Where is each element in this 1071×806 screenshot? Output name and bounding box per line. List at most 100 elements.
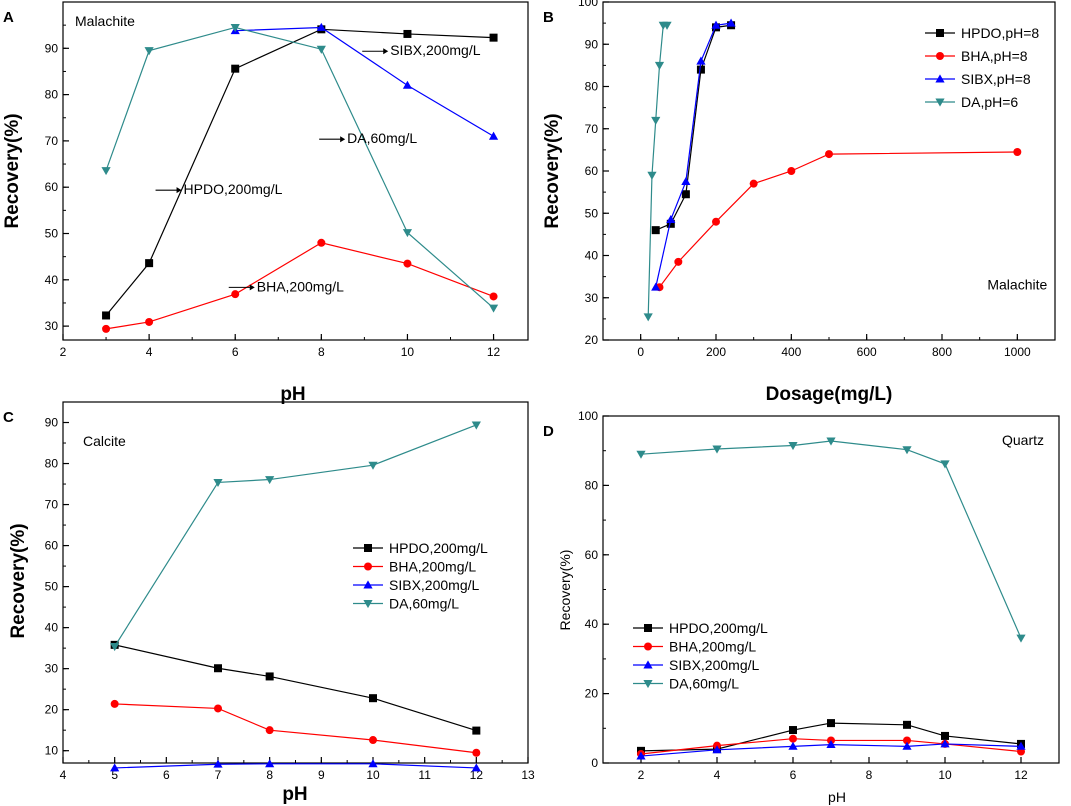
series-line — [105, 28, 494, 316]
data-point — [696, 56, 706, 65]
data-point — [647, 171, 657, 180]
series-line — [640, 440, 1022, 639]
series-line — [114, 644, 477, 732]
data-point — [489, 33, 498, 42]
x-tick-label: 12 — [1014, 768, 1028, 782]
data-point — [368, 461, 378, 470]
series-sibx — [110, 759, 481, 772]
series-line — [235, 26, 494, 137]
data-point — [636, 751, 646, 760]
data-point — [826, 437, 836, 446]
x-tick-label: 800 — [932, 345, 952, 359]
data-point — [368, 759, 378, 768]
y-tick-label: 10 — [45, 744, 59, 758]
data-point — [472, 726, 481, 735]
y-tick-label: 80 — [585, 80, 599, 94]
data-point — [712, 217, 720, 226]
chart-panel-c: C 4 5 6 7 8 9 10 11 12 13 10 20 30 40 50 60 70 80 90 pH Recov… — [3, 401, 535, 805]
series-da — [110, 421, 481, 652]
data-point — [788, 741, 798, 750]
y-axis-title: Recovery(%) — [542, 113, 563, 228]
mineral-label: Calcite — [83, 433, 126, 449]
data-point — [712, 445, 722, 454]
series-line — [655, 24, 732, 231]
data-point — [369, 694, 377, 703]
x-axis-title: pH — [280, 384, 305, 405]
x-tick-label: 11 — [418, 768, 431, 782]
data-point — [369, 736, 377, 745]
legend: HPDO,200mg/L BHA,200mg/L SIBX,200mg/L DA,60… — [353, 540, 488, 612]
series-line — [647, 24, 668, 317]
legend-marker — [936, 52, 944, 60]
x-axis-title: Dosage(mg/L) — [766, 384, 893, 405]
data-point — [110, 643, 120, 652]
series-line — [105, 26, 494, 309]
y-tick-label: 40 — [45, 621, 59, 635]
x-tick-label: 2 — [638, 768, 645, 782]
data-point — [402, 229, 413, 238]
annotation-label: HPDO,200mg/L — [184, 181, 283, 197]
annotation-label: BHA,200mg/L — [257, 278, 344, 294]
data-point — [488, 131, 499, 140]
data-point — [110, 763, 120, 772]
y-tick-label: 20 — [45, 703, 59, 717]
y-tick-label: 40 — [585, 617, 599, 631]
series-hpdo — [651, 21, 736, 235]
data-point — [662, 21, 672, 30]
x-tick-label: 13 — [521, 768, 535, 782]
data-point — [317, 238, 326, 247]
x-tick-label: 12 — [470, 768, 484, 782]
data-point — [726, 18, 736, 27]
data-point — [265, 759, 275, 768]
data-point — [902, 446, 912, 455]
data-point — [213, 759, 223, 768]
data-point — [941, 731, 949, 740]
data-point — [471, 763, 481, 772]
legend-entry: BHA,200mg/L — [669, 639, 756, 655]
y-axis-title: Recovery(%) — [557, 550, 573, 631]
data-point — [788, 442, 798, 451]
data-point — [402, 80, 413, 89]
legend-entry: HPDO,pH=8 — [961, 25, 1039, 41]
data-point — [214, 704, 222, 713]
y-tick-label: 60 — [45, 180, 59, 194]
data-point — [651, 116, 661, 125]
annotation-arrowhead — [340, 136, 346, 143]
x-tick-label: 8 — [866, 768, 873, 782]
legend-entry: BHA,200mg/L — [389, 559, 476, 575]
series-bha — [110, 699, 481, 757]
x-tick-label: 200 — [706, 345, 726, 359]
panel-letter: C — [3, 409, 14, 426]
y-tick-label: 40 — [45, 273, 59, 287]
y-tick-label: 100 — [578, 409, 598, 423]
y-tick-label: 60 — [45, 539, 59, 553]
x-tick-label: 600 — [857, 345, 877, 359]
data-point — [903, 720, 911, 729]
y-axis-title: Recovery(%) — [2, 113, 23, 228]
legend-marker — [363, 580, 373, 589]
series-line — [114, 424, 477, 647]
series-line — [114, 703, 477, 754]
data-point — [749, 179, 758, 188]
x-tick-label: 7 — [215, 768, 222, 782]
data-point — [403, 259, 412, 268]
legend-entry: SIBX,pH=8 — [961, 71, 1031, 87]
y-tick-label: 70 — [585, 122, 599, 136]
y-tick-label: 0 — [591, 756, 598, 770]
y-tick-label: 20 — [585, 687, 599, 701]
data-point — [827, 719, 835, 728]
legend-marker — [936, 29, 944, 37]
data-point — [674, 257, 683, 266]
data-point — [636, 450, 646, 459]
legend-marker — [644, 642, 652, 651]
mineral-label: Malachite — [75, 13, 135, 29]
y-tick-label: 60 — [585, 164, 599, 178]
x-tick-label: 6 — [232, 345, 239, 359]
legend-marker — [643, 680, 653, 689]
x-tick-label: 4 — [146, 345, 153, 359]
x-tick-label: 1000 — [1004, 345, 1031, 359]
x-tick-label: 10 — [938, 768, 952, 782]
data-point — [213, 478, 223, 488]
series-line — [655, 22, 732, 288]
